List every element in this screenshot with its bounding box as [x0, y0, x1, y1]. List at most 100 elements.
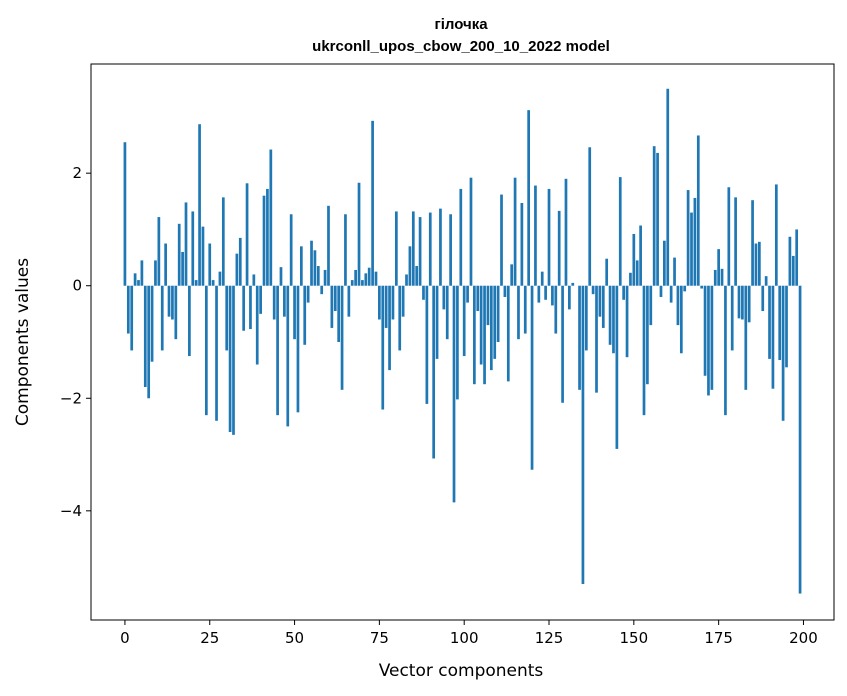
bar [310, 240, 313, 286]
bar [255, 285, 259, 365]
bar [761, 285, 765, 312]
bar [401, 285, 405, 317]
bar [347, 285, 351, 317]
bar [686, 190, 690, 286]
bar [618, 177, 622, 286]
bar [408, 246, 412, 286]
bar [493, 285, 497, 359]
bar [208, 243, 212, 286]
bar [737, 285, 741, 319]
bar [768, 285, 771, 359]
bar [449, 214, 452, 286]
bar [357, 182, 361, 286]
bar [242, 285, 246, 331]
bar [313, 250, 317, 286]
bar [537, 285, 541, 303]
x-axis-label: Vector components [379, 661, 544, 681]
bar [371, 120, 374, 286]
bar [418, 217, 422, 286]
bar [228, 285, 232, 433]
x-tick-label: 150 [620, 629, 649, 647]
chart-title: гілочка [434, 16, 488, 33]
bar [510, 264, 514, 286]
bar [506, 285, 510, 382]
bar [184, 202, 188, 286]
bar [405, 274, 408, 286]
bar [442, 285, 446, 310]
bar [608, 285, 612, 345]
bar [225, 285, 229, 351]
bar [741, 285, 744, 320]
bar [411, 211, 415, 286]
bar [466, 285, 469, 303]
bar [394, 211, 398, 286]
plot-frame [90, 63, 835, 621]
bar [483, 285, 486, 385]
bar [181, 251, 184, 286]
bar [652, 146, 656, 286]
bar [316, 266, 320, 286]
bar [778, 285, 782, 360]
bar [724, 285, 727, 416]
bar [333, 285, 337, 312]
bar [744, 285, 748, 390]
bar [130, 285, 134, 351]
y-tick-label: 2 [72, 164, 82, 182]
bar [649, 285, 653, 326]
bar [435, 285, 439, 359]
bar [534, 185, 537, 286]
bar [727, 187, 731, 286]
bar [612, 285, 615, 354]
bar [513, 177, 517, 286]
bar [632, 233, 636, 286]
bar [656, 152, 659, 286]
bar [696, 135, 700, 286]
bar [530, 285, 534, 470]
bar [669, 285, 673, 303]
bar [157, 217, 161, 286]
bar [544, 285, 547, 300]
bar [323, 269, 327, 286]
bar [133, 273, 137, 286]
bar [215, 285, 218, 421]
bar [344, 214, 347, 286]
bar [384, 285, 388, 328]
bar [198, 124, 201, 286]
x-axis: 0 25 50 75 100 125 150 175 200 [120, 620, 818, 647]
bar [568, 285, 571, 310]
bar [758, 241, 761, 286]
bar [204, 285, 208, 416]
bar [523, 285, 527, 334]
bar [703, 285, 707, 376]
x-tick-label: 50 [285, 629, 304, 647]
bar [459, 188, 463, 286]
y-tick-label: 0 [72, 277, 82, 295]
x-tick-label: 100 [450, 629, 479, 647]
bar [751, 200, 754, 286]
bar [578, 285, 581, 390]
bar [283, 285, 286, 317]
bar [540, 271, 544, 286]
bar [717, 249, 720, 286]
bar [191, 211, 195, 286]
bar [734, 197, 737, 286]
bar [473, 285, 476, 385]
bar [194, 280, 198, 286]
bar [340, 285, 344, 390]
bar [500, 194, 503, 286]
bar [249, 285, 252, 330]
bar [378, 285, 381, 320]
bar [428, 212, 432, 286]
bar [171, 285, 174, 320]
bar [693, 197, 697, 286]
bar [150, 285, 154, 362]
bar [625, 285, 629, 358]
bar [774, 184, 778, 286]
bar [154, 260, 157, 286]
bar [564, 178, 568, 286]
bar [123, 142, 127, 286]
bar [639, 225, 642, 286]
bar [238, 237, 242, 286]
bar [259, 285, 262, 314]
